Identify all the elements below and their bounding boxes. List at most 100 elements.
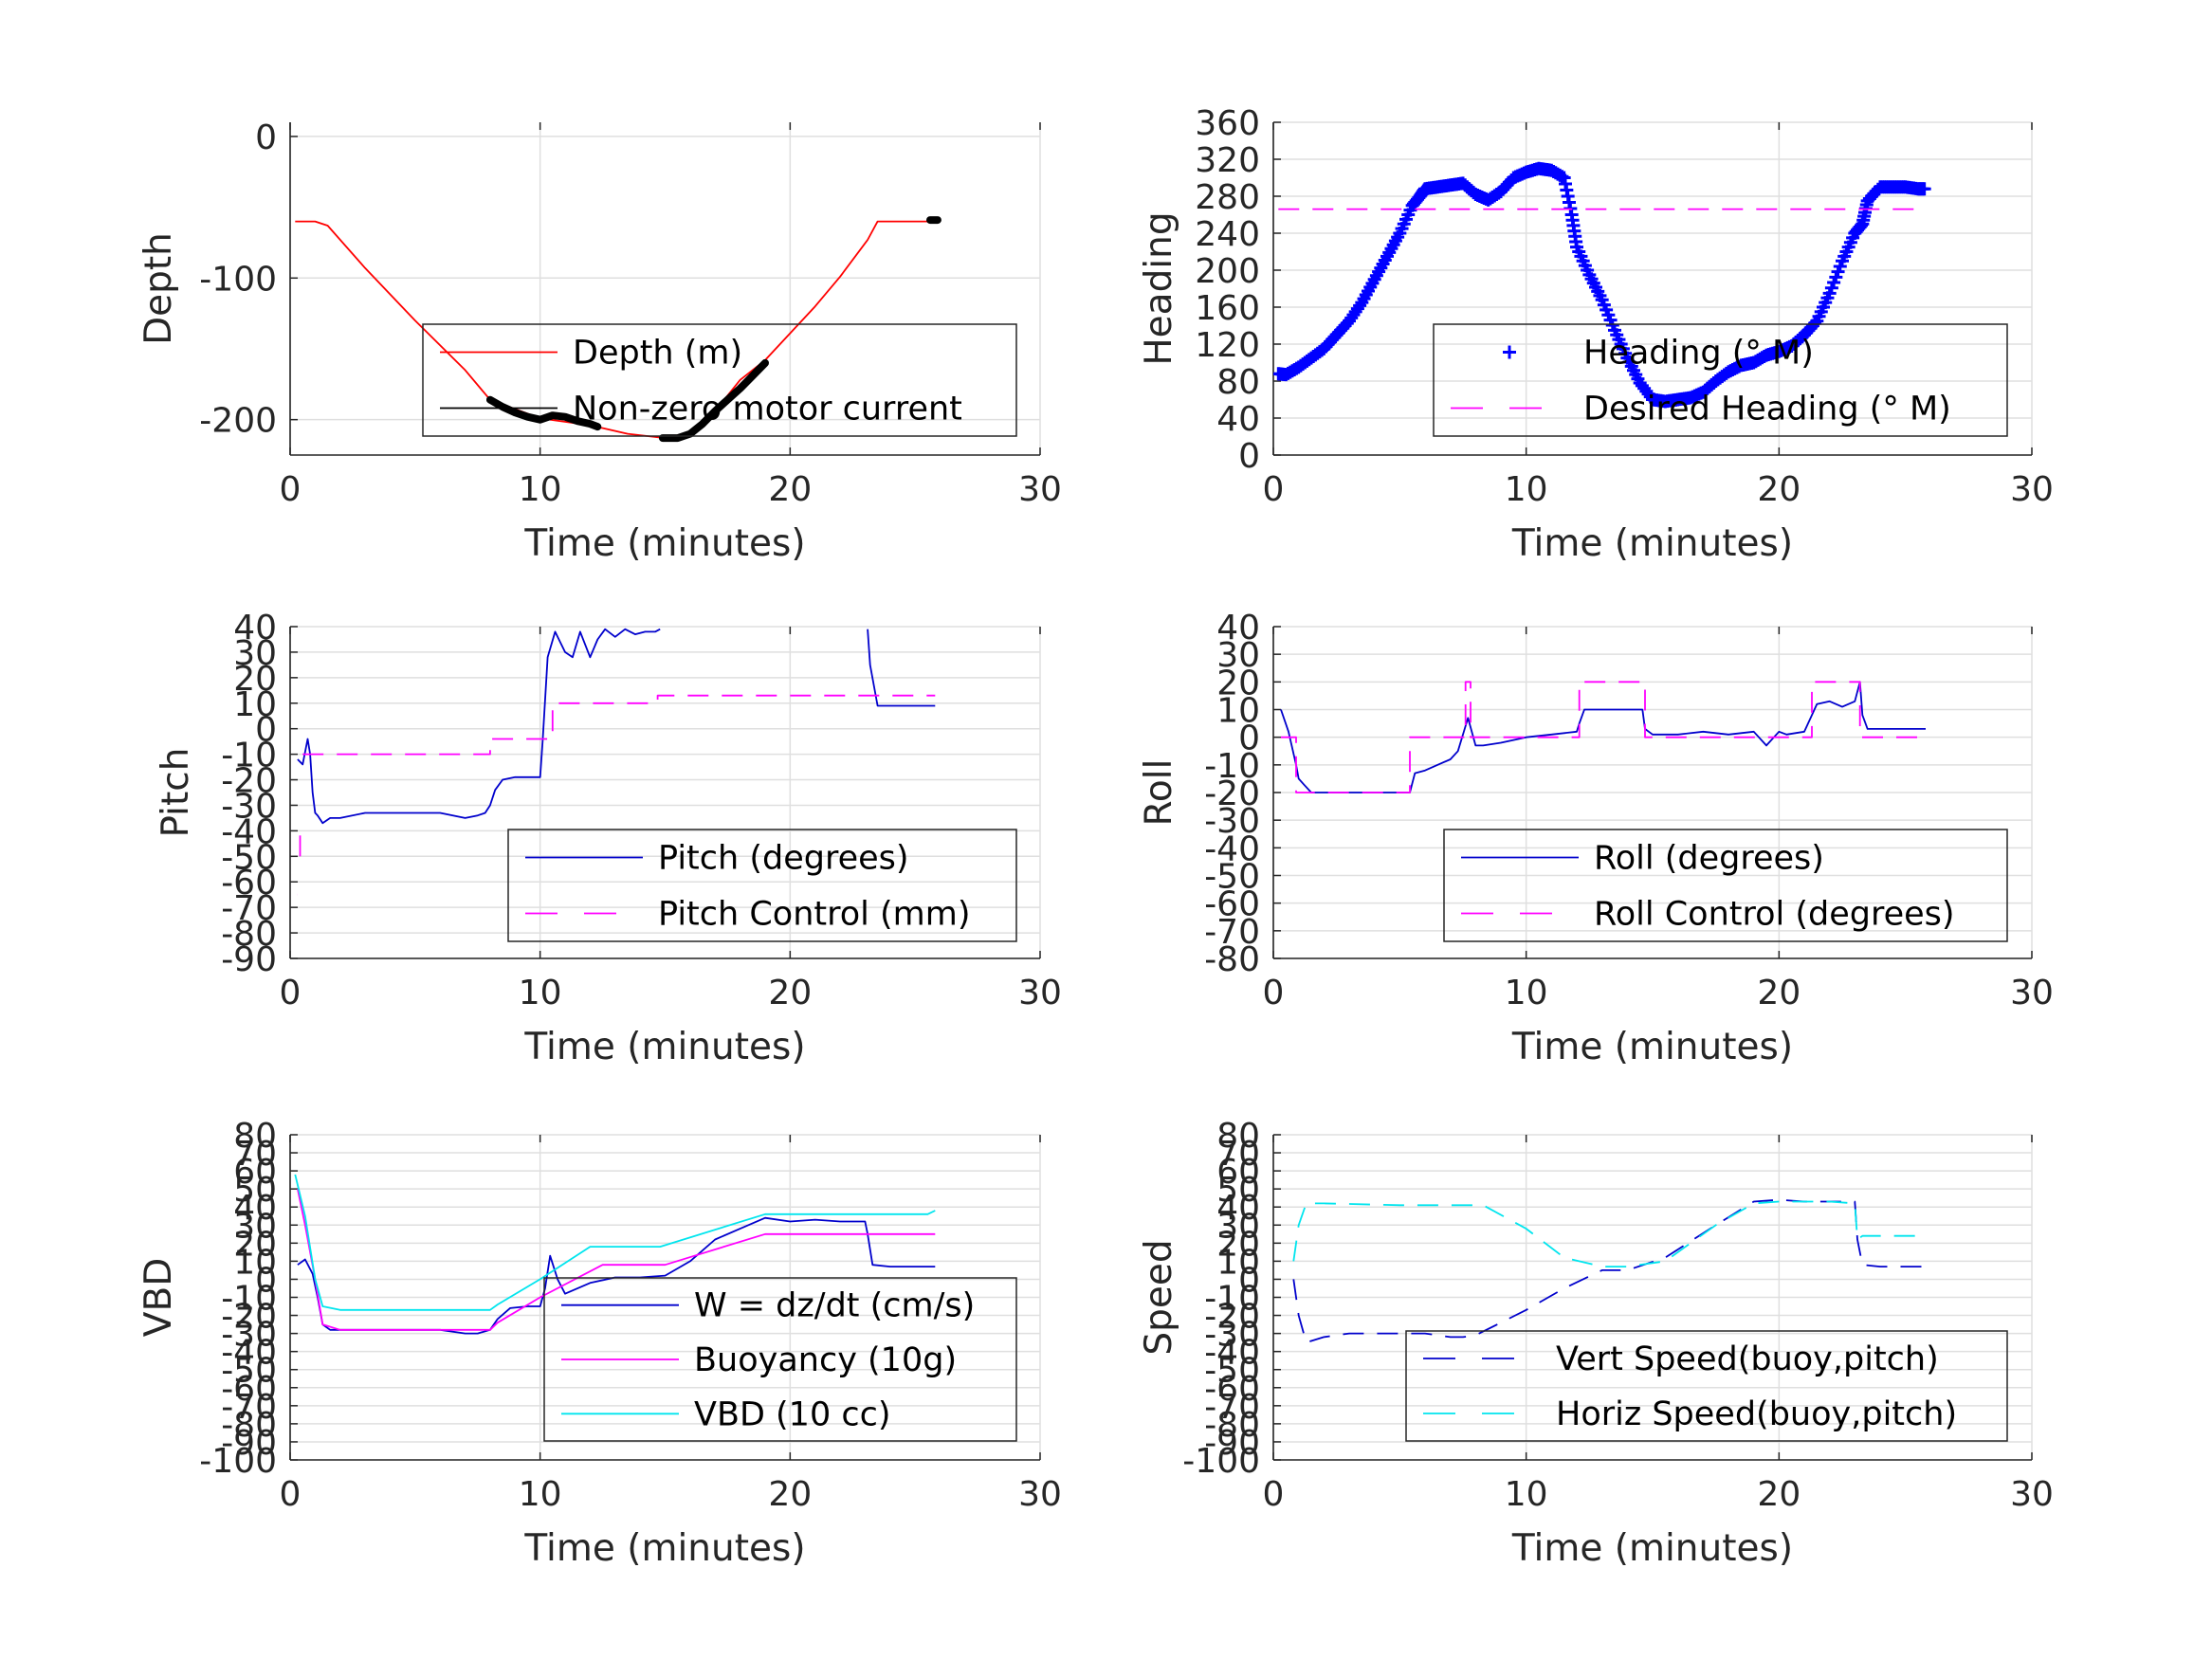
y-tick-label: -20	[1204, 1298, 1260, 1337]
x-axis-label: Time (minutes)	[523, 1527, 805, 1570]
y-tick-label: 160	[1195, 289, 1260, 328]
y-tick-label: -100	[199, 260, 277, 299]
y-tick-label: -70	[1204, 913, 1260, 952]
legend-label: Vert Speed(buoy,pitch)	[1556, 1340, 1939, 1378]
y-tick-label: -70	[221, 1388, 277, 1427]
legend: W = dz/dt (cm/s) Buoyancy (10g) VBD (10 cc…	[543, 1277, 1017, 1442]
y-tick-label: 120	[1195, 326, 1260, 365]
legend: Heading (° M) Desired Heading (° M)	[1433, 323, 2008, 437]
y-tick-label: -80	[1204, 940, 1260, 979]
plot-area	[1292, 1198, 1926, 1343]
y-tick-label: 280	[1195, 178, 1260, 217]
y-tick-label: -10	[221, 737, 277, 775]
x-tick-label: 0	[280, 974, 302, 1012]
y-tick-label: -20	[221, 1298, 277, 1337]
legend-label: W = dz/dt (cm/s)	[694, 1287, 975, 1325]
y-tick-label: 0	[255, 118, 277, 157]
pitch-degrees-line	[297, 628, 661, 825]
x-tick-label: 10	[1505, 974, 1548, 1012]
y-tick-label: -70	[1204, 1388, 1260, 1427]
x-tick-label: 0	[280, 470, 302, 509]
legend: Vert Speed(buoy,pitch) Horiz Speed(buoy,p…	[1405, 1330, 2008, 1442]
legend-label: Non-zero motor current	[573, 391, 962, 428]
legend-label: Heading (° M)	[1583, 335, 1814, 373]
y-tick-label: 30	[233, 1207, 277, 1246]
y-axis-label: Pitch	[155, 748, 197, 838]
x-tick-label: 0	[1263, 974, 1285, 1012]
y-tick-label: -50	[1204, 1352, 1260, 1391]
x-axis-label: Time (minutes)	[523, 1026, 805, 1068]
y-tick-label: -40	[221, 1334, 277, 1373]
y-tick-label: -40	[1204, 1334, 1260, 1373]
legend-marker	[1503, 345, 1516, 359]
y-tick-label: -80	[221, 915, 277, 954]
heading-point	[1808, 317, 1822, 331]
y-axis-label: VBD	[137, 1258, 180, 1337]
y-tick-label: 200	[1195, 252, 1260, 291]
x-tick-label: 10	[1505, 1475, 1548, 1514]
y-tick-label: -200	[199, 402, 277, 441]
y-axis-label: Depth	[137, 232, 180, 345]
legend: Roll (degrees) Roll Control (degrees)	[1443, 829, 2008, 942]
x-tick-label: 30	[1018, 1475, 1062, 1514]
y-tick-label: 30	[1216, 1207, 1260, 1246]
vert-speed-buoy-pitch-line	[1292, 1198, 1926, 1343]
y-tick-label: -60	[1204, 1370, 1260, 1409]
y-tick-label: -70	[221, 889, 277, 928]
y-axis-label: Roll	[1138, 759, 1180, 827]
x-tick-label: 30	[2010, 974, 2054, 1012]
vbd-10-cc-line	[294, 1174, 936, 1311]
legend-label: Roll Control (degrees)	[1594, 896, 1955, 934]
legend-label: Roll (degrees)	[1594, 840, 1824, 878]
y-tick-label: 60	[1216, 1153, 1260, 1192]
y-tick-label: -20	[1204, 775, 1260, 813]
y-tick-label: 0	[1238, 720, 1260, 758]
pitch-degrees-line	[867, 629, 936, 707]
legend-label: Desired Heading (° M)	[1583, 391, 1951, 428]
y-tick-label: 70	[1216, 1135, 1260, 1174]
x-tick-label: 10	[519, 1475, 562, 1514]
legend-label: Depth (m)	[573, 335, 742, 373]
y-tick-label: -90	[1204, 1424, 1260, 1463]
y-tick-label: 10	[233, 685, 277, 724]
y-tick-label: 20	[233, 660, 277, 699]
horiz-speed-buoy-pitch-line	[1292, 1200, 1926, 1267]
y-tick-label: 10	[233, 1243, 277, 1282]
y-tick-label: 30	[1216, 636, 1260, 675]
legend: Depth (m) Non-zero motor current	[422, 323, 1017, 437]
y-tick-label: 360	[1195, 104, 1260, 143]
x-axis-label: Time (minutes)	[1511, 1026, 1793, 1068]
legend-box	[1433, 323, 2008, 437]
vbd-panel: 0 10 20 3080706050403020100-10-20-30-40-50-…	[137, 1117, 1062, 1570]
y-tick-label: 40	[1216, 609, 1260, 647]
y-tick-label: 40	[233, 609, 277, 647]
y-tick-label: 40	[1216, 1189, 1260, 1228]
y-tick-label: 80	[1216, 1117, 1260, 1156]
x-tick-label: 0	[1263, 1475, 1285, 1514]
y-tick-label: 20	[1216, 1225, 1260, 1264]
x-axis-label: Time (minutes)	[523, 522, 805, 565]
y-tick-label: 80	[1216, 363, 1260, 402]
depth-panel: 0 10 20 30 0 -100 -200 Time (minutes) Depth Depth…	[137, 118, 1062, 565]
y-tick-label: -30	[221, 787, 277, 826]
y-tick-label: 50	[233, 1171, 277, 1210]
x-tick-label: 10	[1505, 470, 1548, 509]
y-axis-label: Speed	[1138, 1239, 1180, 1355]
y-tick-label: -10	[1204, 747, 1260, 786]
heading-point	[1917, 182, 1931, 196]
x-tick-label: 30	[2010, 470, 2054, 509]
roll-control-degrees-line	[1281, 681, 1926, 793]
y-tick-label: -30	[1204, 1316, 1260, 1355]
x-tick-label: 30	[1018, 974, 1062, 1012]
y-tick-label: -30	[1204, 802, 1260, 841]
x-tick-label: 0	[1263, 470, 1285, 509]
y-tick-label: -50	[221, 1352, 277, 1391]
y-tick-label: -80	[221, 1406, 277, 1445]
y-tick-label: -10	[221, 1280, 277, 1319]
x-tick-label: 20	[1757, 974, 1801, 1012]
y-tick-label: -100	[1182, 1442, 1260, 1481]
y-tick-label: 40	[233, 1189, 277, 1228]
pitch-control-mm-line	[302, 694, 936, 756]
